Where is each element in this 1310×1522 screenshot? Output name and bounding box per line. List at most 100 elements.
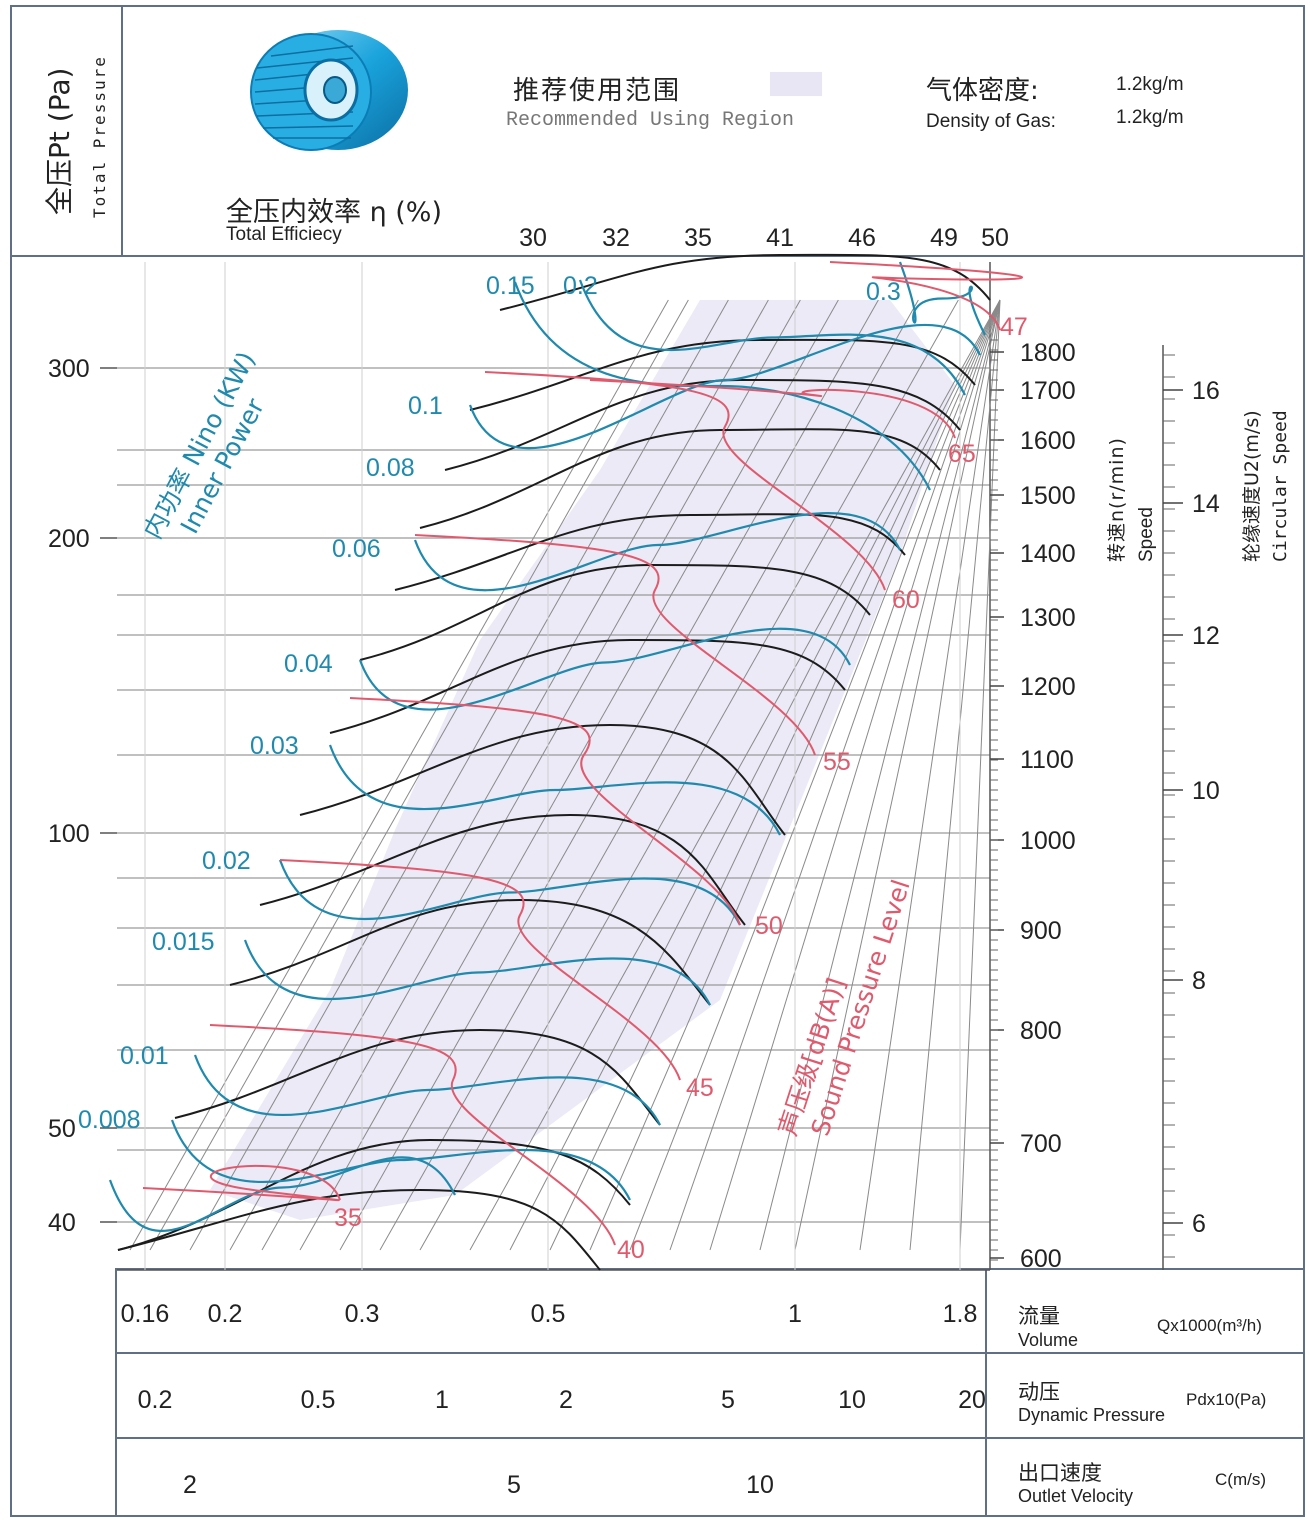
power-label: 0.02 bbox=[202, 847, 251, 875]
power-label: 0.015 bbox=[152, 928, 215, 956]
volume-gridline bbox=[299, 299, 839, 1251]
circular-speed-tick-label: 6 bbox=[1192, 1210, 1206, 1238]
volume-label: 流量 bbox=[1018, 1304, 1060, 1328]
volume-gridline bbox=[669, 299, 1001, 1251]
y-axis-tick-label: 300 bbox=[48, 355, 90, 383]
power-label: 0.2 bbox=[563, 272, 598, 300]
speed-axis-title-en: Speed bbox=[1136, 507, 1157, 562]
volume-gridline bbox=[419, 299, 959, 1251]
sound-label: 65 bbox=[948, 440, 976, 468]
volume-gridline bbox=[794, 299, 1001, 1251]
volume-tick-label: 0.16 bbox=[121, 1300, 170, 1328]
power-curve bbox=[358, 627, 851, 711]
speed-tick-label: 700 bbox=[1020, 1130, 1062, 1158]
speed-tick-label: 1600 bbox=[1020, 427, 1076, 455]
power-curve bbox=[170, 1119, 631, 1201]
circular-speed-axis-title: 轮缘速度U2(m/s) bbox=[1241, 410, 1263, 562]
dynamic-pressure-tick-label: 10 bbox=[838, 1386, 866, 1414]
pressure-curve bbox=[229, 898, 711, 1006]
dynamic-pressure-tick-label: 0.5 bbox=[301, 1386, 336, 1414]
volume-gridline bbox=[959, 299, 1001, 1251]
efficiency-title-en: Total Efficiecy bbox=[226, 224, 342, 245]
speed-tick-label: 1700 bbox=[1020, 377, 1076, 405]
volume-gridline bbox=[229, 299, 769, 1251]
sound-label: 55 bbox=[823, 748, 851, 776]
power-label: 0.1 bbox=[408, 392, 443, 420]
power-label: 0.008 bbox=[78, 1106, 141, 1134]
power-curve bbox=[413, 512, 901, 592]
circular-speed-tick-label: 8 bbox=[1192, 967, 1206, 995]
sound-curve bbox=[589, 379, 956, 439]
power-curve bbox=[513, 281, 931, 491]
vel-row-top bbox=[115, 1437, 1305, 1439]
volume-tick-label: 0.3 bbox=[345, 1300, 380, 1328]
volume-gridline bbox=[339, 299, 879, 1251]
dynamic-pressure-tick-label: 20 bbox=[958, 1386, 986, 1414]
efficiency-tick-label: 46 bbox=[848, 224, 876, 252]
speed-tick-label: 1400 bbox=[1020, 540, 1076, 568]
outlet-velocity-tick-label: 2 bbox=[183, 1471, 197, 1499]
pressure-curve bbox=[469, 338, 976, 411]
sound-curve bbox=[349, 697, 741, 926]
speed-tick-label: 1500 bbox=[1020, 482, 1076, 510]
volume-gridline bbox=[149, 299, 689, 1251]
speed-tick-label: 600 bbox=[1020, 1245, 1062, 1273]
density-label-en: Density of Gas: bbox=[926, 111, 1056, 132]
speed-tick-label: 900 bbox=[1020, 917, 1062, 945]
power-label: 0.03 bbox=[250, 732, 299, 760]
sound-curve bbox=[829, 261, 1023, 331]
volume-gridline bbox=[129, 299, 669, 1251]
power-curve bbox=[108, 1156, 456, 1232]
sound-label: 60 bbox=[892, 586, 920, 614]
pressure-curve bbox=[419, 428, 941, 529]
pressure-curve bbox=[174, 1028, 661, 1126]
power-label: 0.01 bbox=[120, 1042, 169, 1070]
fan-impeller-icon bbox=[250, 30, 408, 151]
recommended-region-label-en: Recommended Using Region bbox=[506, 109, 795, 132]
y-axis-tick-label: 100 bbox=[48, 820, 90, 848]
pressure-curve bbox=[359, 563, 871, 661]
dyn-row-top bbox=[115, 1352, 1305, 1354]
sound-label: 47 bbox=[1000, 313, 1028, 341]
dynamic-pressure-tick-label: 1 bbox=[435, 1386, 449, 1414]
yaxis-title-divider bbox=[121, 5, 123, 257]
circular-speed-axis-title-en: Circular Speed bbox=[1270, 410, 1291, 562]
power-label: 0.3 bbox=[866, 278, 901, 306]
y-axis-tick-label: 40 bbox=[48, 1209, 76, 1237]
efficiency-tick-label: 41 bbox=[766, 224, 794, 252]
sound-label: 40 bbox=[617, 1236, 645, 1264]
power-curve bbox=[468, 323, 981, 450]
power-label: 0.15 bbox=[486, 272, 535, 300]
pressure-curve bbox=[299, 723, 786, 836]
pressure-curve bbox=[329, 638, 846, 734]
efficiency-title: 全压内效率 η (%) bbox=[226, 197, 442, 228]
power-label: 0.04 bbox=[284, 650, 333, 678]
pressure-curve bbox=[394, 513, 906, 591]
pressure-curve bbox=[259, 813, 746, 926]
efficiency-tick-label: 35 bbox=[684, 224, 712, 252]
volume-gridline bbox=[629, 299, 1001, 1251]
efficiency-tick-label: 50 bbox=[981, 224, 1009, 252]
density-label: 气体密度: bbox=[926, 76, 1039, 106]
volume-gridline bbox=[189, 299, 729, 1251]
efficiency-tick-label: 30 bbox=[519, 224, 547, 252]
outlet-velocity-tick-label: 10 bbox=[746, 1471, 774, 1499]
volume-tick-label: 0.5 bbox=[531, 1300, 566, 1328]
speed-tick-label: 1200 bbox=[1020, 673, 1076, 701]
bottom-label-divider bbox=[985, 1268, 987, 1516]
y-axis-tick-label: 200 bbox=[48, 525, 90, 553]
sound-curve bbox=[142, 1164, 341, 1202]
power-label: 0.08 bbox=[366, 454, 415, 482]
y-axis-tick-label: 50 bbox=[48, 1115, 76, 1143]
density-value: 1.2kg/m bbox=[1116, 74, 1184, 95]
sound-label: 50 bbox=[755, 912, 783, 940]
pressure-curve bbox=[499, 253, 991, 311]
outlet-velocity-tick-label: 5 bbox=[507, 1471, 521, 1499]
speed-axis-title: 转速n(r/min) bbox=[1106, 437, 1128, 562]
density-value-en: 1.2kg/m bbox=[1116, 107, 1184, 128]
circular-speed-tick-label: 12 bbox=[1192, 622, 1220, 650]
efficiency-tick-label: 32 bbox=[602, 224, 630, 252]
dynamic-pressure-label-en: Dynamic Pressure bbox=[1018, 1405, 1166, 1425]
recommended-region-swatch bbox=[770, 72, 822, 96]
power-curve bbox=[578, 279, 966, 396]
